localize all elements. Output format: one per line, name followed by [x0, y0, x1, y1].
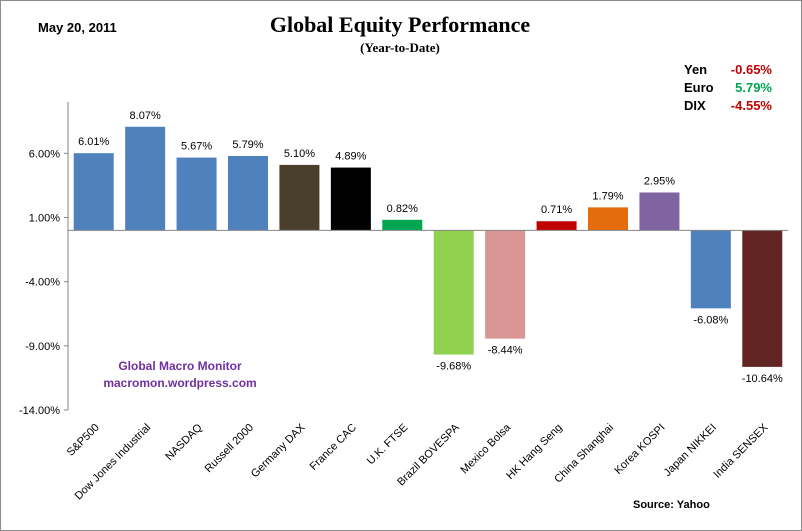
chart-title: Global Equity Performance	[269, 12, 531, 37]
data-label: 5.10%	[284, 148, 315, 160]
chart-subtitle: (Year-to-Date)	[360, 40, 440, 55]
category-label: S&P500	[65, 422, 102, 459]
bar	[73, 153, 114, 231]
bar	[485, 230, 526, 339]
category-label: NASDAQ	[163, 421, 205, 463]
y-tick-label: 6.00%	[29, 148, 60, 160]
data-label: 0.82%	[387, 203, 418, 215]
y-tick-label: 1.00%	[29, 213, 60, 225]
category-label: Russell 2000	[203, 422, 256, 475]
category-label: Mexico Bolsa	[459, 421, 514, 476]
watermark-line-2: macromon.wordpress.com	[103, 376, 257, 390]
bar	[176, 157, 217, 231]
report-date: May 20, 2011	[38, 20, 117, 35]
bar	[588, 207, 628, 231]
bar	[125, 126, 166, 231]
data-label: 4.89%	[335, 151, 366, 163]
data-label: 5.79%	[232, 139, 263, 151]
data-label: 5.67%	[181, 141, 212, 153]
data-label: 0.71%	[541, 204, 572, 216]
category-label: India SENSEX	[711, 421, 771, 481]
bar	[690, 230, 731, 309]
currency-name: Euro	[684, 80, 714, 95]
currency-name: Yen	[684, 62, 708, 77]
bar	[228, 156, 268, 231]
currency-name: DIX	[684, 98, 706, 113]
data-label: -8.44%	[488, 345, 523, 357]
category-label: U.K. FTSE	[365, 422, 411, 468]
bar	[279, 164, 320, 231]
watermark-line-1: Global Macro Monitor	[118, 359, 242, 373]
data-label: -9.68%	[436, 361, 471, 373]
currency-value: -0.65%	[730, 62, 772, 77]
bar	[382, 219, 423, 231]
data-label: 8.07%	[130, 110, 161, 122]
y-tick-label: -14.00%	[19, 405, 60, 417]
bar	[536, 221, 577, 231]
currency-value: -4.55%	[730, 98, 772, 113]
category-label: Japan NIKKEI	[662, 422, 719, 479]
data-label: 2.95%	[644, 175, 675, 187]
bar	[433, 230, 474, 355]
data-label: -10.64%	[742, 373, 783, 385]
currency-value: 5.79%	[735, 80, 772, 95]
data-label: -6.08%	[693, 314, 728, 326]
data-label: 6.01%	[78, 136, 109, 148]
y-tick-label: -9.00%	[25, 341, 60, 353]
source-note: Source: Yahoo	[633, 499, 710, 511]
category-label: France CAC	[308, 422, 359, 473]
category-label: Korea KOSPI	[612, 422, 667, 477]
data-label: 1.79%	[592, 190, 623, 202]
bar	[330, 167, 371, 231]
category-label: Germany DAX	[249, 421, 308, 480]
y-tick-label: -4.00%	[25, 277, 60, 289]
bar	[742, 230, 783, 367]
bar	[639, 192, 680, 231]
